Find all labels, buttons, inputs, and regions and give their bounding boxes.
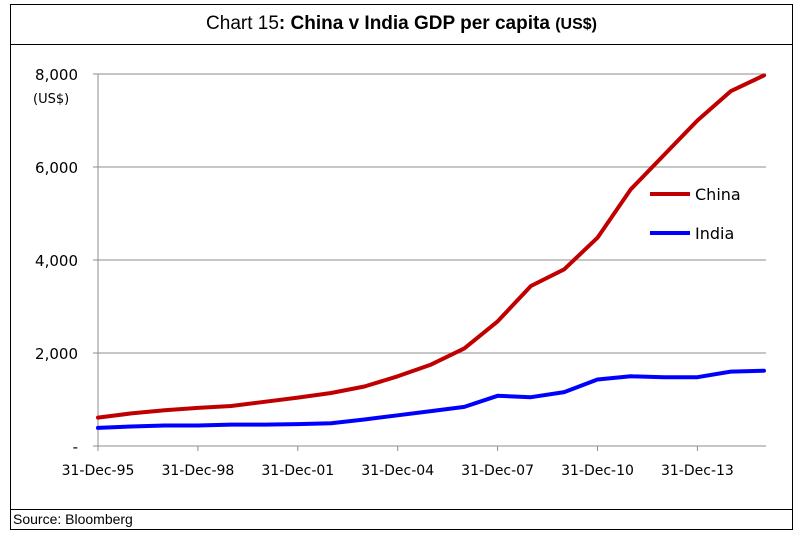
chart-frame: Chart 15: China v India GDP per capita (…	[10, 4, 793, 530]
y-tick-label: 6,000	[35, 159, 78, 177]
x-axis-ticks: 31-Dec-95 31-Dec-98 31-Dec-01 31-Dec-04 31-D…	[62, 446, 734, 479]
x-tick-label: 31-Dec-95	[62, 463, 135, 479]
chart-title-unit: (US$)	[555, 16, 597, 33]
legend-label-china: China	[695, 185, 741, 204]
chart-title: Chart 15: China v India GDP per capita (…	[11, 5, 792, 45]
legend-label-india: India	[695, 224, 734, 243]
x-tick-label: 31-Dec-01	[261, 463, 334, 479]
y-axis-unit-label: (US$)	[33, 92, 69, 107]
chart-title-text: : China v India GDP per capita	[278, 13, 550, 34]
series-lines	[96, 73, 766, 430]
x-tick-label: 31-Dec-07	[461, 463, 534, 479]
x-tick-label: 31-Dec-13	[661, 463, 734, 479]
gridlines	[98, 73, 766, 354]
chart-number: Chart 15	[206, 13, 279, 34]
y-tick-label: 2,000	[35, 345, 78, 363]
y-tick-label: 4,000	[35, 252, 78, 270]
source-note: Source: Bloomberg	[11, 509, 792, 529]
x-tick-label: 31-Dec-04	[361, 463, 434, 479]
x-tick-label: 31-Dec-98	[161, 463, 234, 479]
x-tick-label: 31-Dec-10	[561, 463, 634, 479]
series-line-china	[96, 73, 766, 420]
y-tick-label: 8,000	[35, 66, 78, 84]
series-line-india	[96, 368, 766, 430]
y-axis-ticks: - 2,000 4,000 6,000 8,000	[35, 66, 98, 456]
legend: China India	[650, 185, 741, 243]
y-tick-label: -	[73, 438, 78, 456]
